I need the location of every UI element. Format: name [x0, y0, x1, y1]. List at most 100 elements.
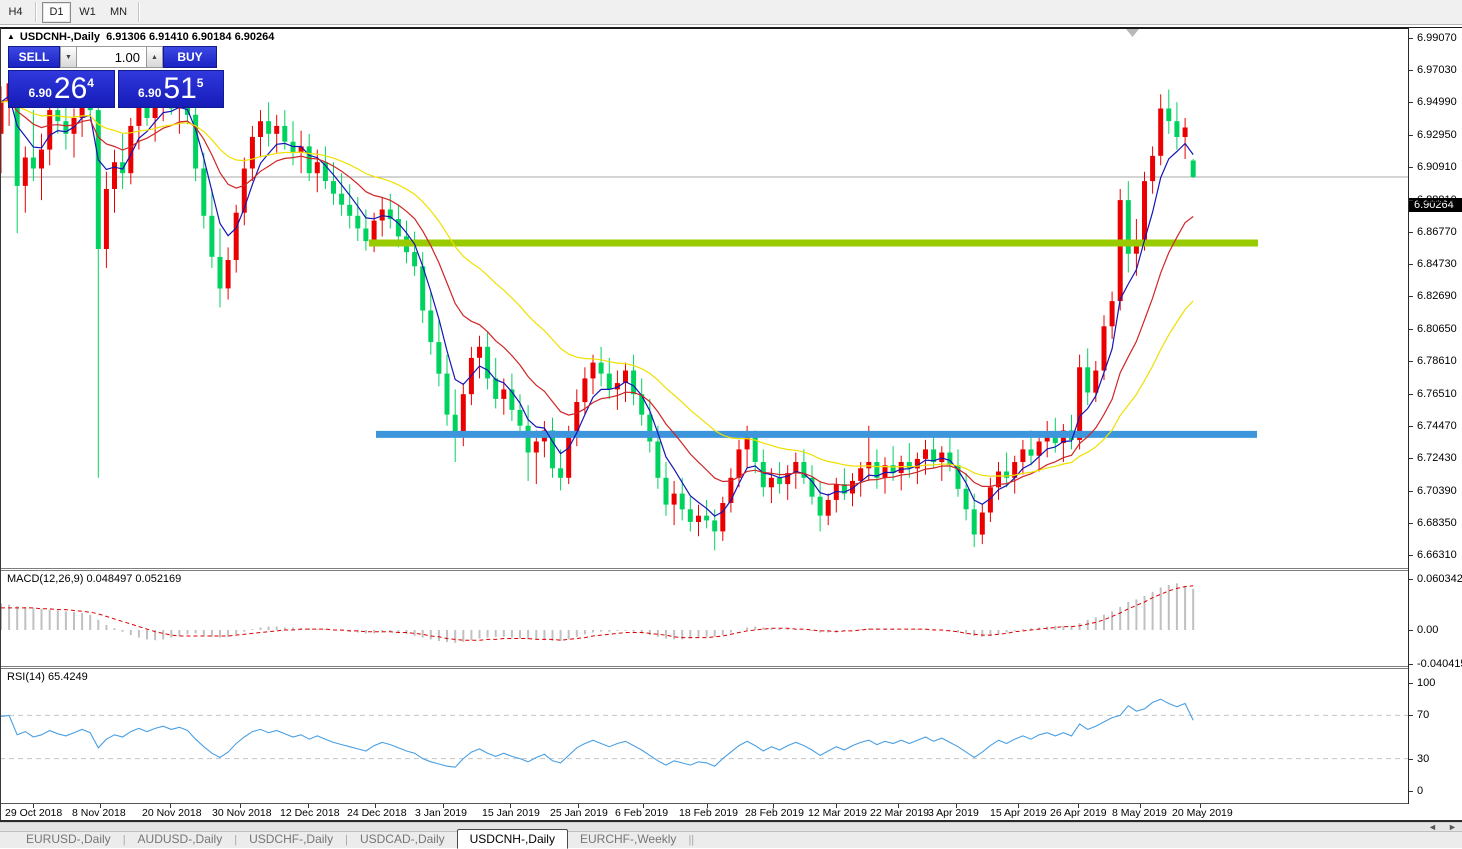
toolbar-separator [138, 2, 140, 22]
time-tick [443, 804, 444, 808]
buy-price-pips: 51 [163, 72, 197, 105]
sell-price-box[interactable]: 6.90 26 4 [8, 70, 115, 108]
time-tick-label: 12 Dec 2018 [280, 807, 340, 819]
chart-window-bottom-border [0, 820, 1462, 822]
axis-tick [1409, 523, 1413, 524]
one-click-trading-panel: SELL ▼ ▲ BUY 6.90 26 4 6.90 51 5 [8, 46, 224, 108]
pane-separator[interactable] [0, 666, 1462, 667]
panel-collapse-icon[interactable]: ▲ [7, 32, 15, 41]
buy-price-point: 5 [196, 76, 204, 90]
chart-shift-marker-icon[interactable] [1126, 29, 1139, 37]
price-tick-label: 6.74470 [1417, 420, 1457, 432]
axis-tick [1409, 555, 1413, 556]
tab-separator: | [691, 834, 695, 846]
time-tick-label: 12 Mar 2019 [808, 807, 867, 819]
price-chart-pane[interactable] [0, 28, 1408, 568]
axis-tick [1409, 664, 1413, 665]
axis-tick [1409, 683, 1413, 684]
sell-price-point: 4 [87, 76, 94, 90]
rsi-line [0, 698, 1194, 768]
rsi-pane[interactable] [0, 668, 1408, 804]
axis-tick [1409, 70, 1413, 71]
tab-eurusd-daily[interactable]: EURUSD-,Daily [26, 832, 111, 846]
buy-price-box[interactable]: 6.90 51 5 [117, 70, 224, 108]
price-tick-label: 6.72430 [1417, 452, 1457, 464]
scroll-right-icon[interactable]: ► [1448, 822, 1457, 832]
rsi-indicator-label: RSI(14) 65.4249 [7, 671, 88, 683]
time-tick-label: 18 Feb 2019 [679, 807, 738, 819]
time-tick-label: 8 Nov 2018 [72, 807, 126, 819]
rsi-tick-label: 70 [1417, 709, 1430, 721]
scroll-left-icon[interactable]: ◄ [1428, 822, 1437, 832]
time-axis-separator [0, 803, 1462, 804]
price-tick-label: 6.92950 [1417, 129, 1457, 141]
timeframe-button-d1[interactable]: D1 [42, 1, 71, 23]
timeframe-button-mn[interactable]: MN [109, 6, 128, 18]
volume-increase-button[interactable]: ▲ [146, 46, 163, 68]
axis-tick [1409, 458, 1413, 459]
ma-fast-line[interactable] [0, 94, 1194, 517]
pane-separator[interactable] [0, 568, 1462, 569]
time-tick-label: 29 Oct 2018 [5, 807, 63, 819]
price-tick-label: 6.99070 [1417, 32, 1457, 44]
axis-tick [1409, 579, 1413, 580]
rsi-tick-label: 30 [1417, 753, 1430, 765]
price-tick-label: 6.90910 [1417, 161, 1457, 173]
ma-mid-line[interactable] [0, 98, 1194, 488]
time-tick-label: 26 Apr 2019 [1050, 807, 1107, 819]
time-tick [956, 804, 957, 808]
time-tick [1018, 804, 1019, 808]
price-tick-label: 6.94990 [1417, 96, 1457, 108]
tab-usdchf-daily[interactable]: USDCHF-,Daily [249, 832, 334, 846]
axis-tick [1409, 759, 1413, 760]
macd-tick-label: 0.00 [1417, 624, 1439, 636]
axis-tick [1409, 264, 1413, 265]
buy-button[interactable]: BUY [163, 46, 217, 68]
price-tick-label: 6.88810 [1417, 194, 1457, 206]
timeframe-button-w1[interactable]: W1 [79, 6, 96, 18]
axis-tick [1409, 296, 1413, 297]
tab-usdcad-daily[interactable]: USDCAD-,Daily [359, 832, 445, 846]
time-tick-label: 3 Apr 2019 [928, 807, 979, 819]
volume-input[interactable] [77, 46, 146, 68]
axis-tick [1409, 167, 1413, 168]
axis-tick [1409, 394, 1413, 395]
macd-tick-label: 0.060342 [1417, 573, 1462, 585]
price-tick-label: 6.76510 [1417, 388, 1457, 400]
buy-price-main: 6.90 [138, 86, 162, 100]
volume-decrease-button[interactable]: ▼ [60, 46, 77, 68]
chevron-down-icon: ▼ [65, 53, 72, 61]
chart-ohlc-values: 6.91306 6.91410 6.90184 6.90264 [106, 31, 275, 43]
axis-tick [1409, 102, 1413, 103]
horizontal-scrollbar[interactable]: ◄ ► [0, 822, 1462, 832]
time-tick [707, 804, 708, 808]
tab-eurchf-weekly[interactable]: EURCHF-,Weekly [579, 832, 677, 846]
timeframe-button-h4[interactable]: H4 [8, 6, 23, 18]
axis-tick [1409, 791, 1413, 792]
tab-separator: | [234, 834, 238, 846]
price-tick-label: 6.78610 [1417, 355, 1457, 367]
ma-slow-line[interactable] [0, 100, 1194, 477]
tab-audusd-daily[interactable]: AUDUSD-,Daily [137, 832, 223, 846]
sell-button[interactable]: SELL [8, 46, 60, 68]
timeframe-toolbar: H4 D1 W1 MN [0, 0, 1462, 25]
current-price-badge: 6.90264 [1409, 198, 1462, 212]
time-tick [1200, 804, 1201, 808]
time-tick-label: 30 Nov 2018 [212, 807, 272, 819]
chart-window-left-border [0, 28, 1, 820]
axis-tick [1409, 715, 1413, 716]
macd-pane[interactable] [0, 571, 1408, 666]
tab-usdcnh-daily[interactable]: USDCNH-,Daily [456, 829, 568, 849]
time-tick [836, 804, 837, 808]
axis-tick [1409, 135, 1413, 136]
time-tick-label: 20 May 2019 [1172, 807, 1233, 819]
time-tick-label: 22 Mar 2019 [870, 807, 929, 819]
time-tick-label: 24 Dec 2018 [347, 807, 407, 819]
time-tick [898, 804, 899, 808]
time-tick-label: 25 Jan 2019 [550, 807, 608, 819]
time-tick-label: 28 Feb 2019 [745, 807, 804, 819]
macd-indicator-label: MACD(12,26,9) 0.048497 0.052169 [7, 573, 182, 585]
price-tick-label: 6.86770 [1417, 226, 1457, 238]
axis-tick [1409, 491, 1413, 492]
macd-histogram [0, 583, 1195, 643]
